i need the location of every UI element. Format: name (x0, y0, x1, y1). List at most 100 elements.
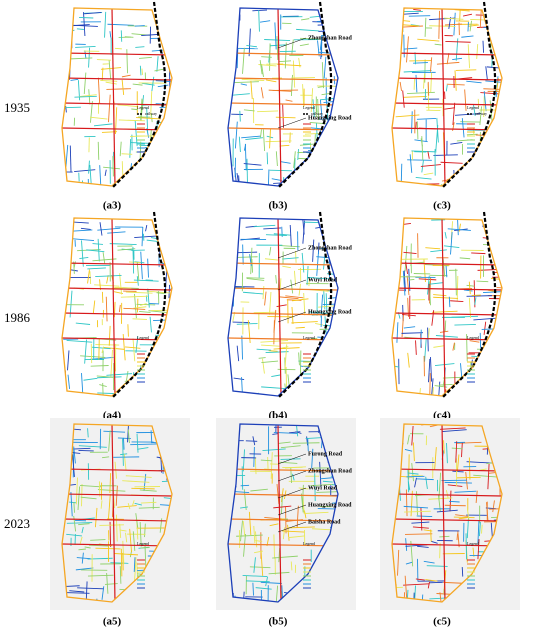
street (107, 23, 134, 26)
railway (277, 1, 333, 189)
street (80, 496, 97, 500)
street (404, 245, 408, 272)
road-name: Zhongshan Road (308, 468, 353, 474)
street (301, 252, 305, 273)
street (460, 363, 463, 385)
street (80, 227, 91, 230)
street (403, 70, 432, 73)
main-street (228, 52, 338, 56)
main-street (441, 424, 446, 602)
street (130, 443, 159, 446)
street (236, 323, 258, 325)
street (452, 57, 463, 60)
street (242, 47, 245, 74)
street (157, 84, 169, 88)
street (246, 44, 257, 48)
street (71, 24, 98, 27)
street (147, 258, 149, 278)
street (302, 218, 305, 235)
street (165, 373, 167, 396)
street (145, 224, 148, 232)
street (458, 380, 462, 396)
street (250, 247, 253, 275)
street (120, 453, 128, 456)
street (406, 275, 410, 296)
street (90, 116, 108, 120)
street (156, 292, 166, 295)
street (458, 223, 461, 232)
street (477, 539, 480, 560)
street (94, 507, 98, 528)
street (233, 226, 236, 236)
street (329, 149, 338, 152)
street (275, 116, 296, 119)
street (285, 390, 293, 393)
street (126, 49, 128, 74)
street (74, 95, 97, 98)
street (442, 429, 467, 432)
street (65, 106, 67, 113)
street (100, 79, 118, 82)
street (167, 225, 170, 237)
street (280, 494, 284, 514)
street (262, 129, 266, 152)
street (102, 252, 106, 264)
street (424, 17, 427, 37)
street (445, 84, 448, 92)
street (431, 378, 434, 396)
street (399, 81, 402, 92)
street (108, 325, 111, 346)
street (121, 161, 124, 186)
street (475, 490, 478, 503)
street (487, 463, 490, 490)
street (67, 374, 71, 389)
leader-line (277, 504, 307, 516)
street (88, 544, 109, 547)
street (413, 592, 415, 602)
street (450, 141, 463, 145)
street (321, 173, 330, 176)
street (255, 395, 258, 396)
street (257, 110, 279, 113)
street (132, 83, 143, 86)
street (497, 176, 502, 179)
street (316, 251, 319, 276)
street (110, 562, 129, 564)
street (79, 536, 83, 544)
street (265, 234, 287, 236)
street (497, 360, 500, 369)
street (411, 521, 430, 524)
road-name: Zhongshan Road (308, 245, 353, 251)
street (260, 87, 264, 99)
street (490, 161, 493, 175)
street (306, 182, 308, 186)
street (454, 176, 457, 184)
street (456, 441, 482, 444)
street (466, 517, 469, 539)
street (312, 359, 315, 369)
street (438, 383, 453, 386)
streets (62, 218, 172, 396)
legend-title: Legend (137, 105, 149, 110)
street (131, 372, 135, 391)
street (62, 156, 63, 164)
street (450, 232, 453, 255)
street (240, 83, 248, 86)
street (164, 139, 167, 159)
street (275, 274, 277, 284)
street (482, 40, 484, 53)
street (328, 371, 331, 380)
street (79, 17, 94, 19)
panel-label: (c5) (433, 616, 451, 628)
street (319, 118, 331, 120)
street (97, 489, 126, 492)
main-street (392, 337, 502, 341)
main-street (228, 312, 338, 316)
street (307, 438, 309, 452)
street (100, 67, 122, 70)
street (335, 372, 338, 396)
street (493, 182, 496, 186)
street (253, 557, 256, 573)
street (71, 238, 95, 242)
